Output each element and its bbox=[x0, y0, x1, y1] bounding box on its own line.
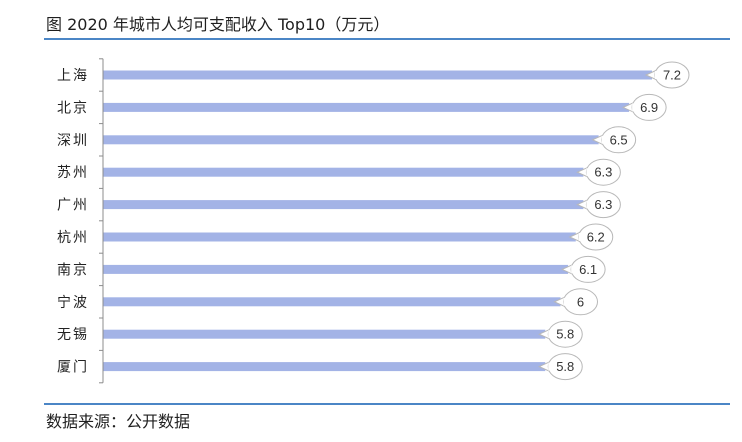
value-label-8: 6 bbox=[577, 294, 584, 309]
bottom-rule bbox=[44, 403, 730, 405]
callout-seam-1 bbox=[655, 71, 659, 79]
value-label-6: 6.2 bbox=[587, 230, 605, 245]
category-label-9: 无锡 bbox=[57, 327, 89, 343]
value-label-7: 6.1 bbox=[579, 262, 597, 277]
callout-seam-7 bbox=[571, 265, 576, 274]
callout-seam-3 bbox=[601, 135, 606, 144]
bar-2 bbox=[103, 102, 630, 112]
category-label-3: 深圳 bbox=[57, 133, 89, 149]
value-callouts-group: 7.2 6.9 6.5 6.3 6.3 6.2 6.1 6 5.8 5.8 bbox=[538, 61, 690, 381]
source-note: 数据来源：公开数据 bbox=[46, 412, 191, 431]
callout-seam-2 bbox=[632, 103, 637, 112]
bar-6 bbox=[103, 232, 576, 242]
value-label-2: 6.9 bbox=[640, 100, 658, 115]
value-label-1: 7.2 bbox=[663, 68, 681, 83]
figure-title: 图 2020 年城市人均可支配收入 Top10（万元） bbox=[46, 15, 390, 34]
value-label-3: 6.5 bbox=[610, 132, 628, 147]
callout-seam-4 bbox=[586, 168, 591, 177]
category-label-8: 宁波 bbox=[57, 294, 89, 311]
value-label-9: 5.8 bbox=[556, 327, 574, 342]
category-label-2: 北京 bbox=[57, 100, 89, 116]
bar-4 bbox=[103, 167, 584, 177]
callout-seam-6 bbox=[578, 233, 583, 241]
value-label-5: 6.3 bbox=[594, 197, 612, 212]
bar-10 bbox=[103, 362, 546, 372]
bar-7 bbox=[103, 264, 569, 274]
bar-9 bbox=[103, 329, 546, 339]
callout-seam-5 bbox=[586, 200, 591, 209]
bars-group bbox=[103, 70, 652, 372]
value-label-10: 5.8 bbox=[556, 359, 574, 374]
category-label-10: 厦门 bbox=[57, 360, 89, 376]
category-label-6: 杭州 bbox=[57, 230, 89, 246]
callout-seam-9 bbox=[548, 330, 553, 339]
bar-3 bbox=[103, 135, 599, 145]
category-label-1: 上海 bbox=[57, 68, 89, 84]
category-label-7: 南京 bbox=[57, 262, 89, 278]
category-label-5: 广州 bbox=[57, 198, 89, 214]
bar-8 bbox=[103, 297, 561, 307]
bar-1 bbox=[103, 70, 652, 80]
category-label-4: 苏州 bbox=[57, 165, 89, 181]
top-rule bbox=[44, 38, 730, 40]
callout-seam-8 bbox=[563, 297, 568, 306]
callout-seam-10 bbox=[548, 362, 553, 371]
value-label-4: 6.3 bbox=[594, 165, 612, 180]
bar-5 bbox=[103, 200, 584, 210]
